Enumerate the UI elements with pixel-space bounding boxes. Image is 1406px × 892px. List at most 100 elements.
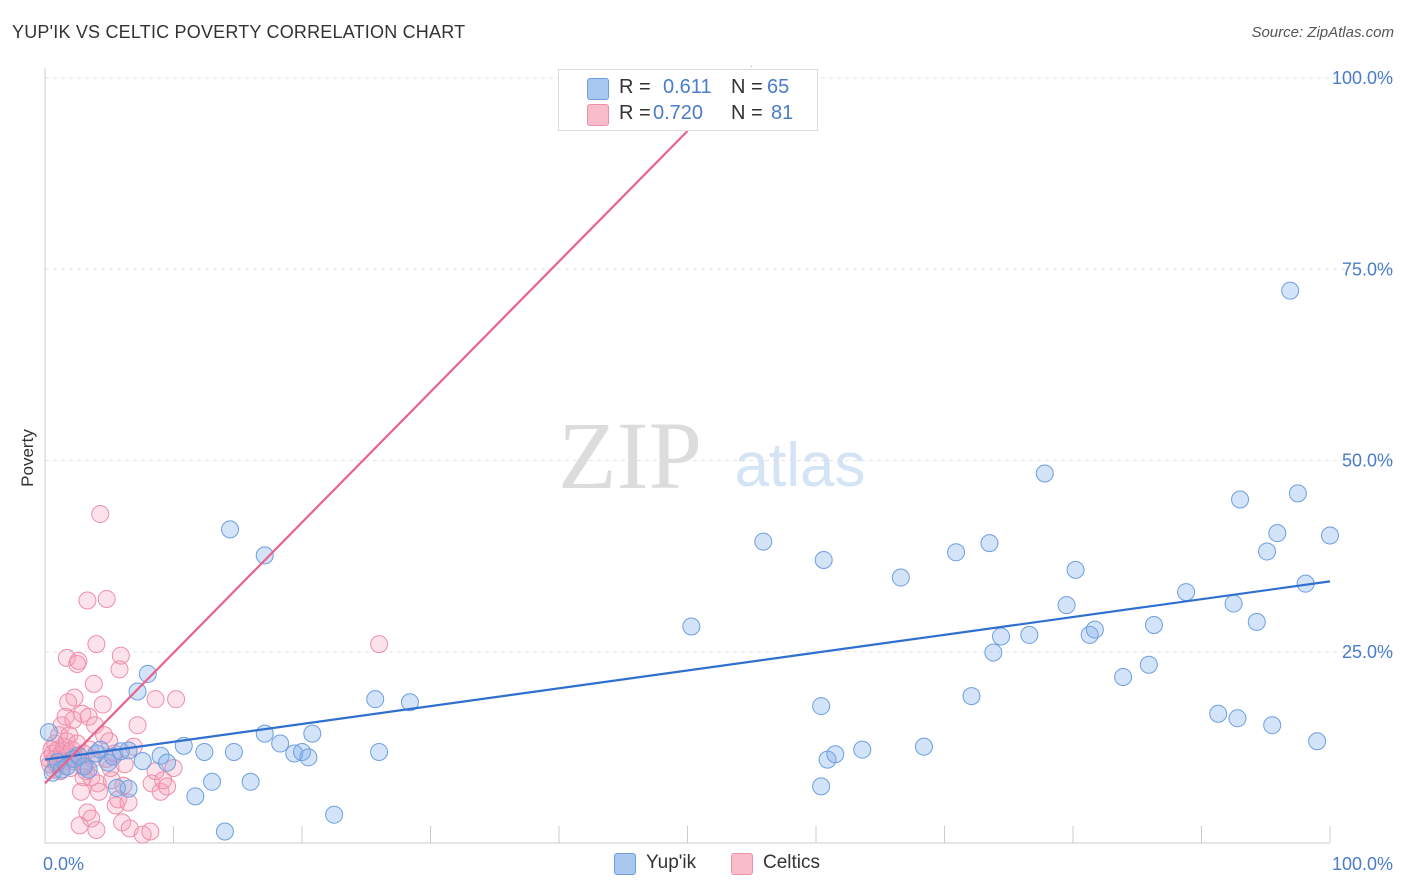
celtics-point xyxy=(141,822,160,841)
legend-swatch-yupik xyxy=(587,78,609,100)
legend-swatch-yupik xyxy=(614,853,636,875)
celtics-point xyxy=(65,688,84,707)
yupik-point xyxy=(1057,596,1076,615)
celtics-point xyxy=(128,716,147,735)
celtics-point xyxy=(87,820,106,839)
yupik-point xyxy=(203,772,222,791)
yupik-point xyxy=(980,534,999,553)
yupik-point xyxy=(682,617,701,636)
celtics-point xyxy=(71,782,90,801)
yupik-point xyxy=(1085,620,1104,639)
yupik-point xyxy=(224,742,243,761)
yupik-point xyxy=(186,787,205,806)
celtics-point xyxy=(78,591,97,610)
yupik-trendline xyxy=(44,580,1331,761)
celtics-point xyxy=(158,777,177,796)
chart-title: YUP'IK VS CELTIC POVERTY CORRELATION CHA… xyxy=(12,22,466,42)
n-value: 81 xyxy=(771,102,794,124)
yupik-point xyxy=(1035,464,1054,483)
yupik-point xyxy=(151,746,170,765)
stats-legend-row-celtics: R = 0.720 N = 81 xyxy=(559,102,817,128)
y-axis-title: Poverty xyxy=(18,429,37,487)
y-tick-label: 100.0% xyxy=(1332,68,1393,88)
celtics-point xyxy=(119,793,138,812)
yupik-point xyxy=(1224,594,1243,613)
watermark: ZIP atlas xyxy=(558,402,865,509)
yupik-point xyxy=(285,744,304,763)
celtics-trendline xyxy=(44,130,689,785)
yupik-point xyxy=(370,742,389,761)
yupik-point xyxy=(128,682,147,701)
celtics-point xyxy=(69,651,88,670)
n-value: 65 xyxy=(767,76,790,98)
watermark-atlas: atlas xyxy=(735,431,866,500)
yupik-point xyxy=(138,664,157,683)
y-tick-label: 75.0% xyxy=(1342,259,1393,279)
yupik-point xyxy=(195,742,214,761)
series-yupik xyxy=(39,281,1339,841)
legend-label-celtics: Celtics xyxy=(763,852,821,873)
yupik-point xyxy=(1139,655,1158,674)
stats-legend: R = 0.611 N = 65 R = 0.720 N = 81 xyxy=(558,69,818,131)
yupik-point xyxy=(215,822,234,841)
yupik-point xyxy=(1308,732,1327,751)
yupik-point xyxy=(52,760,71,779)
yupik-point xyxy=(119,779,138,798)
yupik-point xyxy=(1247,612,1266,631)
celtics-point xyxy=(57,648,76,667)
r-value: 0.611 xyxy=(663,76,712,98)
yupik-point xyxy=(1177,583,1196,602)
yupik-point xyxy=(1321,526,1339,545)
x-tick-label: 100.0% xyxy=(1332,854,1393,874)
yupik-point xyxy=(255,546,274,565)
yupik-point xyxy=(1258,542,1277,561)
yupik-point xyxy=(914,737,933,756)
yupik-point xyxy=(1020,625,1039,644)
n-label: N = xyxy=(731,76,763,98)
yupik-point xyxy=(1288,484,1307,503)
yupik-point xyxy=(1281,281,1300,300)
yupik-point xyxy=(98,753,117,772)
yupik-point xyxy=(1066,560,1085,579)
yupik-point xyxy=(79,760,98,779)
yupik-point xyxy=(299,748,318,767)
yupik-point xyxy=(1114,667,1133,686)
yupik-point xyxy=(271,734,290,753)
yupik-point xyxy=(1268,524,1287,543)
yupik-point xyxy=(133,752,152,771)
yupik-point xyxy=(962,687,981,706)
yupik-point xyxy=(241,772,260,791)
legend-swatch-celtics xyxy=(731,853,753,875)
yupik-point xyxy=(826,745,845,764)
yupik-point xyxy=(39,723,58,742)
grid xyxy=(45,77,1395,653)
celtics-point xyxy=(64,710,83,729)
yupik-point xyxy=(1080,625,1099,644)
celtics-point xyxy=(95,726,114,745)
yupik-point xyxy=(400,693,419,712)
celtics-point xyxy=(110,660,129,679)
celtics-point xyxy=(84,674,103,693)
yupik-point xyxy=(74,757,93,776)
watermark-zip: ZIP xyxy=(558,402,702,509)
yupik-point xyxy=(812,777,831,796)
yupik-point xyxy=(221,520,240,539)
axis-labels: 25.0% 50.0% 75.0% 100.0% 0.0% 100.0% xyxy=(43,68,1393,874)
r-label: R = xyxy=(619,76,651,98)
source-label: Source: ZipAtlas.com xyxy=(1251,24,1394,41)
yupik-point xyxy=(325,805,344,824)
celtics-point xyxy=(89,782,108,801)
yupik-point xyxy=(366,690,385,709)
celtics-point xyxy=(87,635,106,654)
celtics-point xyxy=(167,690,186,709)
yupik-point xyxy=(303,724,322,743)
celtics-point xyxy=(91,505,110,524)
yupik-point xyxy=(158,753,177,772)
n-label: N = xyxy=(731,102,763,124)
yupik-point xyxy=(1144,615,1163,634)
axes xyxy=(44,68,1331,844)
yupik-point xyxy=(853,740,872,759)
series-celtics xyxy=(39,505,389,844)
yupik-point xyxy=(1263,716,1282,735)
